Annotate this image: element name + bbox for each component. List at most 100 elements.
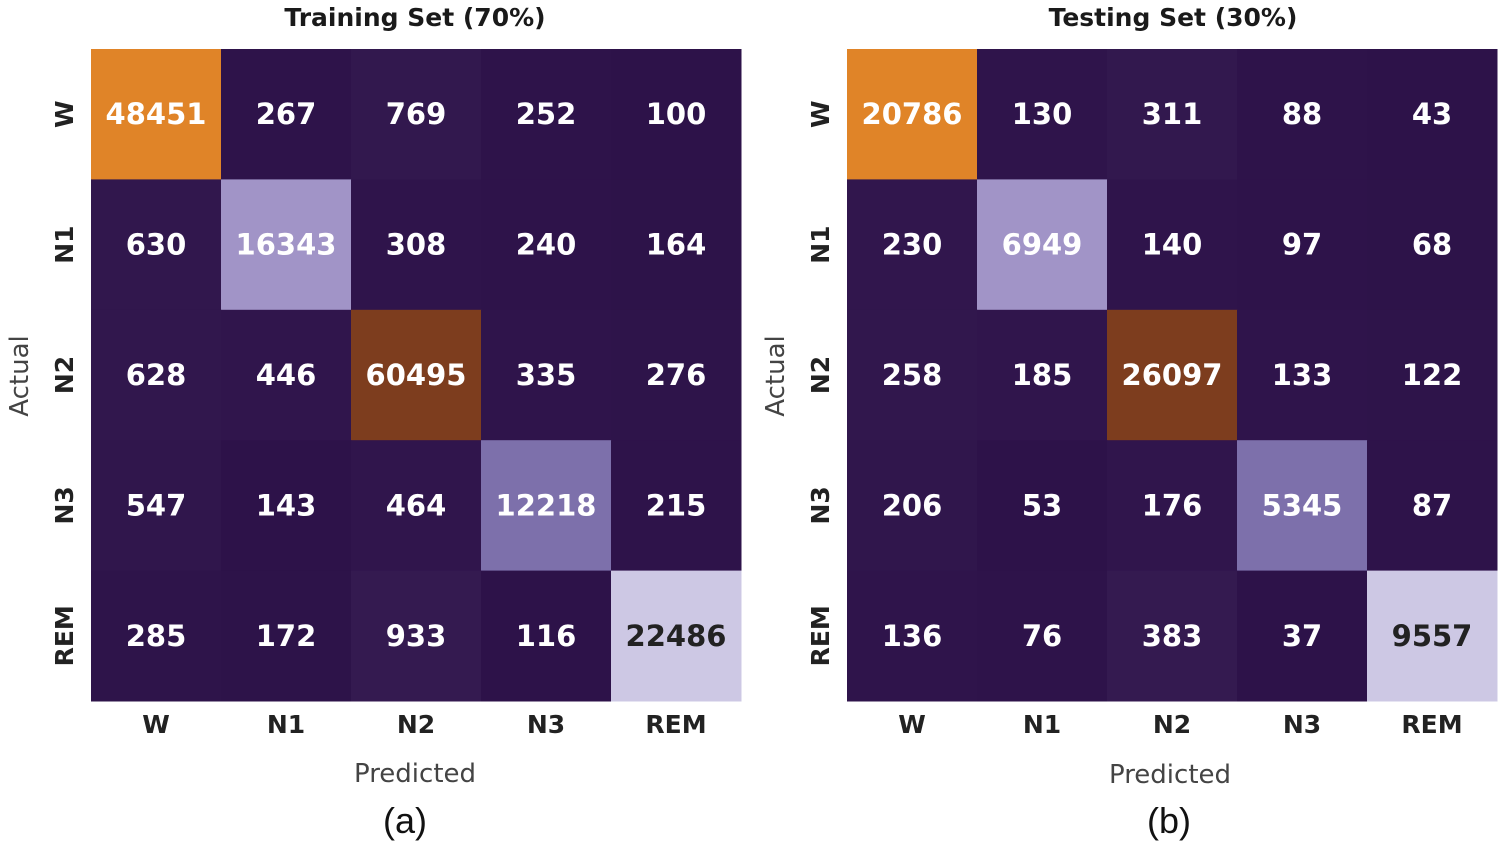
cell-value-label: 87 [1412,488,1452,522]
cell-value-label: 143 [256,488,317,522]
cell-value-label: 22486 [626,619,727,653]
heatmap-cells: 48451 267 769 252 100 630 16343 308 240 164 628 446… [91,49,742,702]
x-tick-n1: N1 [267,710,305,739]
cell-value-label: 6949 [1002,228,1083,262]
heatmap-cells: 20786 130 311 88 43 230 6949 140 97 68 258 185 26097… [847,49,1498,702]
x-axis-label: Predicted [1109,760,1231,790]
cell-n2-w [847,309,978,441]
cell-n1-w [91,179,222,311]
cell-n1-n2 [1107,179,1238,311]
chart-training-svg: Training Set (70%) 48451 267 769 252 100 630 1… [5,3,742,841]
cell-value-label: 630 [126,228,187,262]
cell-value-label: 172 [256,619,317,653]
cell-value-label: 215 [646,488,707,522]
chart-title: Training Set (70%) [284,3,545,32]
panel-caption: (a) [383,800,427,841]
cell-rem-n2 [351,570,482,702]
cell-w-n1 [221,49,352,180]
cell-n2-w [91,309,222,441]
cell-value-label: 116 [516,619,577,653]
cell-value-label: 12218 [496,488,597,522]
cell-w-n2 [1107,49,1238,180]
cell-n2-n1 [221,309,352,441]
panel-caption: (b) [1147,800,1191,841]
cell-value-label: 258 [882,358,943,392]
cell-value-label: 464 [386,488,447,522]
y-tick-n2: N2 [50,356,79,394]
cell-value-label: 53 [1022,488,1062,522]
cell-n2-n2 [1107,309,1238,441]
x-tick-labels: W N1 N2 N3 REM [142,710,706,739]
cell-rem-rem [611,570,742,702]
x-axis-label: Predicted [354,759,476,789]
cell-n3-n2 [351,440,482,572]
cell-n1-n1 [221,179,352,311]
cell-rem-n3 [481,570,612,702]
x-tick-w: W [142,710,170,739]
cell-value-label: 133 [1272,358,1333,392]
cell-n1-n1 [977,179,1108,311]
cell-n1-rem [1367,179,1498,311]
cell-value-label: 252 [516,97,577,131]
y-tick-w: W [806,100,835,128]
y-axis-label: Actual [5,335,35,416]
cell-value-label: 769 [386,97,447,131]
x-tick-rem: REM [645,710,706,739]
cell-w-rem [1367,49,1498,180]
cell-value-label: 335 [516,358,577,392]
cell-n3-n3 [1237,440,1368,572]
cell-value-label: 267 [256,97,317,131]
cell-n3-n3 [481,440,612,572]
cell-value-label: 48451 [106,97,207,131]
cell-n2-n1 [977,309,1108,441]
cell-w-n3 [1237,49,1368,180]
y-tick-n1: N1 [806,225,835,263]
cell-value-label: 933 [386,619,447,653]
cell-rem-n3 [1237,570,1368,702]
cell-value-label: 240 [516,228,577,262]
cell-rem-w [91,570,222,702]
chart-testing-svg: Testing Set (30%) 20786 130 311 88 43 230 6949… [761,3,1498,841]
cell-n3-n2 [1107,440,1238,572]
cell-w-w [847,49,978,180]
y-tick-rem: REM [50,605,79,666]
cell-value-label: 37 [1282,619,1322,653]
x-tick-rem: REM [1401,710,1462,739]
cell-n1-n3 [481,179,612,311]
cell-n1-w [847,179,978,311]
cell-value-label: 26097 [1122,358,1223,392]
y-tick-labels: W N1 N2 N3 REM [50,100,79,666]
cell-n2-rem [611,309,742,441]
cell-value-label: 185 [1012,358,1073,392]
y-tick-labels: W N1 N2 N3 REM [806,100,835,666]
cell-value-label: 9557 [1392,619,1473,653]
y-tick-n2: N2 [806,356,835,394]
cell-value-label: 76 [1022,619,1062,653]
y-axis-label: Actual [761,335,791,416]
cell-value-label: 88 [1282,97,1322,131]
x-tick-n1: N1 [1023,710,1061,739]
cell-n1-n2 [351,179,482,311]
cell-n3-w [91,440,222,572]
cell-value-label: 97 [1282,228,1322,262]
cell-n2-n3 [1237,309,1368,441]
x-tick-n3: N3 [527,710,565,739]
cell-value-label: 446 [256,358,317,392]
cell-n3-rem [1367,440,1498,572]
cell-value-label: 43 [1412,97,1452,131]
cell-value-label: 285 [126,619,187,653]
cell-rem-n1 [977,570,1108,702]
cell-value-label: 60495 [366,358,467,392]
cell-value-label: 276 [646,358,707,392]
cell-n3-n1 [977,440,1108,572]
x-tick-labels: W N1 N2 N3 REM [898,710,1462,739]
panel-testing: Testing Set (30%) 20786 130 311 88 43 230 6949… [756,0,1504,847]
x-tick-n2: N2 [397,710,435,739]
cell-w-n3 [481,49,612,180]
cell-w-rem [611,49,742,180]
cell-n1-n3 [1237,179,1368,311]
y-tick-n3: N3 [806,486,835,524]
cell-value-label: 311 [1142,97,1203,131]
cell-rem-rem [1367,570,1498,702]
cell-n3-w [847,440,978,572]
